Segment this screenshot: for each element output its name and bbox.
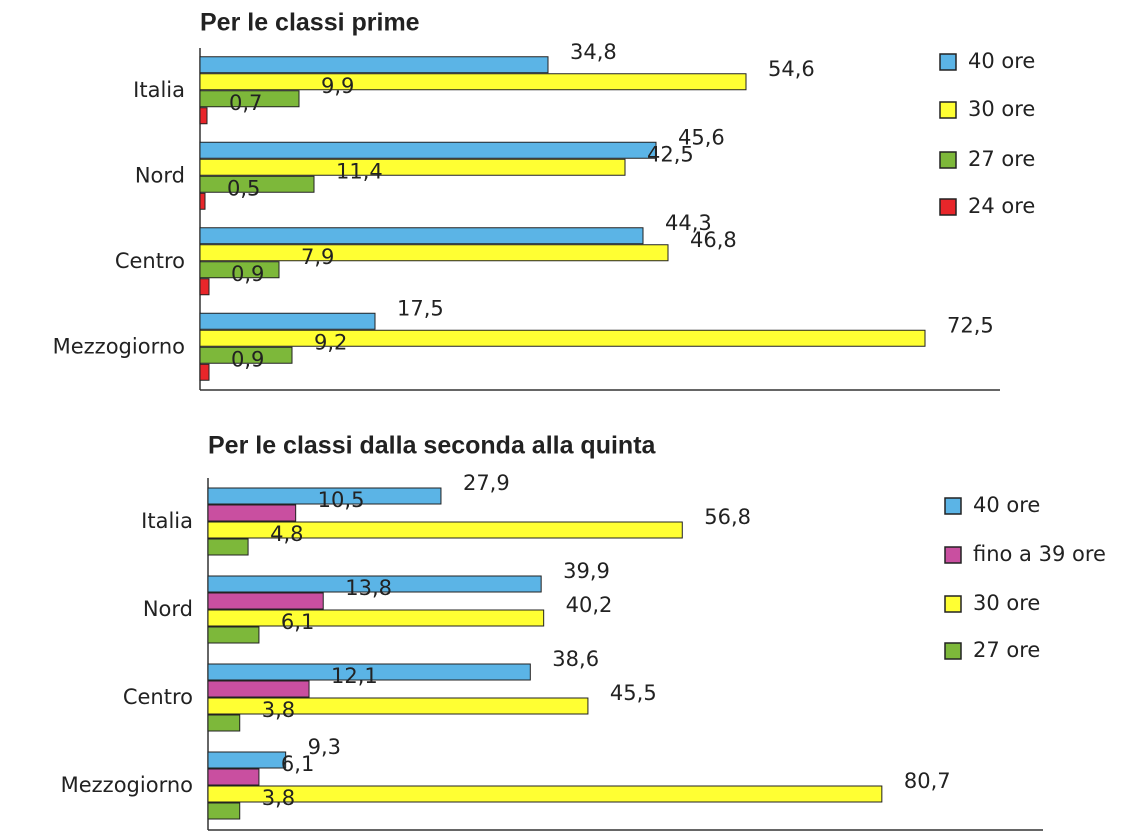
data-label: 44,3: [665, 211, 712, 235]
legend-swatch: [939, 151, 957, 169]
legend-swatch: [944, 546, 962, 564]
legend-label: fino a 39 ore: [973, 542, 1106, 566]
data-label: 4,8: [270, 522, 303, 546]
category-label: Mezzogiorno: [53, 334, 185, 358]
bar: [199, 363, 210, 381]
data-label: 10,5: [318, 488, 365, 512]
category-label: Italia: [133, 78, 185, 102]
category-label: Nord: [135, 163, 185, 187]
data-label: 45,5: [610, 681, 657, 705]
data-label: 0,9: [231, 262, 264, 286]
data-label: 34,8: [570, 40, 617, 64]
data-label: 72,5: [947, 313, 994, 337]
legend-label: 30 ore: [973, 591, 1040, 615]
data-label: 45,6: [678, 125, 725, 149]
category-label: Centro: [115, 249, 185, 273]
data-label: 39,9: [563, 559, 610, 583]
bar: [207, 609, 545, 627]
data-label: 6,1: [281, 752, 314, 776]
bar: [199, 73, 747, 91]
bar: [207, 626, 260, 644]
data-label: 6,1: [281, 610, 314, 634]
data-label: 0,9: [231, 347, 264, 371]
bar: [199, 192, 206, 210]
category-label: Italia: [141, 509, 193, 533]
bar: [207, 714, 241, 732]
data-label: 9,2: [314, 330, 347, 354]
data-label: 42,5: [647, 142, 694, 166]
data-label: 56,8: [704, 505, 751, 529]
bar: [207, 592, 324, 610]
legend-swatch: [939, 101, 957, 119]
bar: [199, 175, 315, 193]
bar: [199, 312, 376, 330]
bar: [207, 575, 542, 593]
data-label: 54,6: [768, 57, 815, 81]
bar: [207, 663, 531, 681]
bar: [199, 90, 300, 108]
bar: [199, 227, 644, 245]
data-label: 80,7: [904, 769, 951, 793]
data-label: 9,9: [321, 74, 354, 98]
bar: [207, 504, 297, 522]
legend-swatch: [939, 53, 957, 71]
bar: [207, 538, 249, 556]
data-label: 12,1: [331, 664, 378, 688]
legend-swatch: [939, 198, 957, 216]
legend-label: 24 ore: [968, 194, 1035, 218]
bar: [199, 56, 549, 74]
data-label: 3,8: [262, 786, 295, 810]
category-label: Nord: [143, 597, 193, 621]
data-label: 40,2: [566, 593, 613, 617]
data-label: 0,7: [229, 91, 262, 115]
bar: [207, 751, 287, 769]
bar: [199, 261, 280, 279]
bar: [199, 346, 293, 364]
bar: [207, 802, 241, 820]
category-label: Mezzogiorno: [61, 773, 193, 797]
chart-title: Per le classi prime: [200, 9, 420, 37]
bar: [207, 697, 589, 715]
data-label: 17,5: [397, 296, 444, 320]
bar: [207, 487, 442, 505]
legend-label: 40 ore: [973, 493, 1040, 517]
bar: [199, 158, 626, 176]
data-label: 3,8: [262, 698, 295, 722]
chart-title: Per le classi dalla seconda alla quinta: [208, 432, 657, 460]
bar: [199, 244, 669, 262]
data-label: 0,5: [227, 176, 260, 200]
legend-swatch: [944, 642, 962, 660]
legend-label: 27 ore: [973, 638, 1040, 662]
data-label: 7,9: [301, 245, 334, 269]
data-label: 46,8: [690, 228, 737, 252]
data-label: 11,4: [336, 159, 383, 183]
data-label: 9,3: [308, 735, 341, 759]
bar: [207, 680, 310, 698]
bar: [207, 521, 683, 539]
category-label: Centro: [123, 685, 193, 709]
legend-swatch: [944, 497, 962, 515]
bar: [199, 278, 210, 296]
legend-label: 40 ore: [968, 49, 1035, 73]
bar: [207, 768, 260, 786]
bar: [199, 329, 926, 347]
data-label: 13,8: [345, 576, 392, 600]
bar: [199, 107, 208, 125]
bar: [199, 141, 657, 159]
data-label: 27,9: [463, 471, 510, 495]
bar: [207, 785, 883, 803]
legend-swatch: [944, 595, 962, 613]
legend-label: 27 ore: [968, 147, 1035, 171]
data-label: 38,6: [552, 647, 599, 671]
legend-label: 30 ore: [968, 97, 1035, 121]
